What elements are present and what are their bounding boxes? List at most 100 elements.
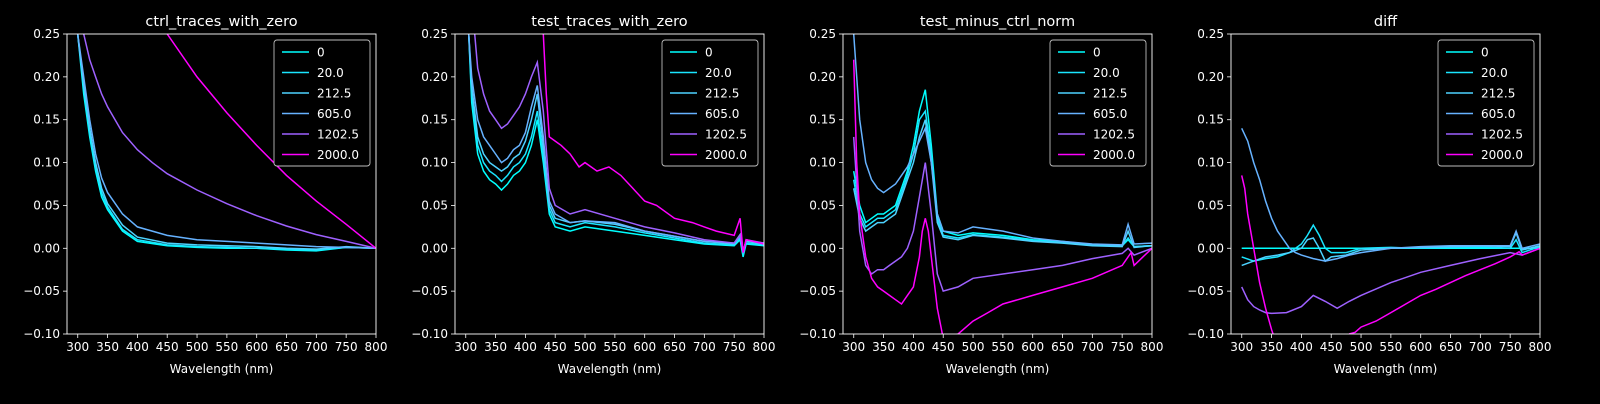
y-tick-label: −0.05 (411, 284, 448, 298)
x-tick-label: 600 (245, 340, 268, 354)
legend-entry-label: 212.5 (1093, 87, 1127, 101)
legend-entry-label: 0 (317, 46, 325, 60)
series-line-1202.5 (1241, 247, 1540, 315)
series-line-1202.5 (852, 136, 1152, 293)
y-tick-label: 0.15 (1197, 113, 1224, 127)
chart-title: diff (1374, 14, 1398, 30)
series-line-1202.5 (82, 34, 376, 250)
legend-entry-label: 2000.0 (317, 148, 359, 162)
x-tick-label: 350 (96, 340, 119, 354)
y-tick-label: 0.10 (1197, 156, 1224, 170)
y-tick-label: −0.05 (1187, 284, 1224, 298)
y-tick-label: 0.20 (809, 70, 836, 84)
series-line-212.5 (1241, 230, 1540, 267)
legend-entry-label: 1202.5 (1481, 128, 1523, 142)
x-tick-label: 500 (962, 340, 985, 354)
legend-entry-label: 2000.0 (1481, 148, 1523, 162)
legend-entry-label: 605.0 (1481, 107, 1515, 121)
y-tick-label: 0.15 (33, 113, 60, 127)
chart-panel-1: 300 350 400 450 500 550 600 650 700 750 800 −0.10 −0… (411, 14, 775, 376)
x-tick-label: 600 (633, 340, 656, 354)
legend-entry-label: 605.0 (317, 107, 351, 121)
y-tick-label: −0.05 (799, 284, 836, 298)
legend-entry-label: 20.0 (317, 66, 344, 80)
x-axis-label: Wavelength (nm) (946, 362, 1050, 376)
x-tick-label: 700 (1469, 340, 1492, 354)
legend: 0 20.0 212.5 605.0 1202.5 2000.0 (661, 39, 759, 167)
series-line-2000.0 (1240, 175, 1540, 334)
y-tick-label: 0.05 (33, 198, 60, 212)
series-line-212.5 (76, 34, 376, 250)
series-line-20.0 (467, 34, 764, 256)
series-line-20.0 (852, 109, 1152, 248)
series-line-2000.0 (166, 34, 376, 249)
axes-frame (66, 33, 377, 335)
y-tick-label: 0.20 (1197, 70, 1224, 84)
x-tick-label: 500 (186, 340, 209, 354)
legend-entry-label: 0 (1481, 46, 1489, 60)
y-tick-label: 0.10 (421, 156, 448, 170)
x-tick-label: 350 (1260, 340, 1283, 354)
x-tick-label: 650 (1439, 340, 1462, 354)
chart-panel-2: 300 350 400 450 500 550 600 650 700 750 800 −0.10 −0… (799, 14, 1163, 376)
legend-entry-label: 605.0 (705, 107, 739, 121)
series-line-2000.0 (852, 59, 1152, 334)
x-axis-label: Wavelength (nm) (170, 362, 274, 376)
x-tick-label: 550 (603, 340, 626, 354)
legend-entry-label: 0 (1093, 46, 1101, 60)
series-line-20.0 (1241, 223, 1540, 262)
x-tick-label: 750 (723, 340, 746, 354)
y-tick-label: 0.25 (421, 27, 448, 41)
legend: 0 20.0 212.5 605.0 1202.5 2000.0 (1437, 39, 1535, 167)
y-tick-label: 0.25 (809, 27, 836, 41)
x-tick-label: 750 (335, 340, 358, 354)
x-tick-label: 500 (1350, 340, 1373, 354)
x-tick-label: 600 (1409, 340, 1432, 354)
y-tick-label: 0.25 (1197, 27, 1224, 41)
legend-entry-label: 0 (705, 46, 713, 60)
x-tick-label: 300 (842, 340, 865, 354)
series-line-605.0 (1241, 127, 1540, 262)
legend-entry-label: 20.0 (1481, 66, 1508, 80)
x-tick-label: 700 (693, 340, 716, 354)
x-tick-label: 800 (753, 340, 776, 354)
legend-entry-label: 1202.5 (705, 128, 747, 142)
legend-entry-label: 212.5 (705, 87, 739, 101)
y-tick-label: 0.25 (33, 27, 60, 41)
x-tick-label: 450 (544, 340, 567, 354)
series-line-1202.5 (473, 34, 764, 253)
x-tick-label: 350 (872, 340, 895, 354)
legend-entry-label: 1202.5 (317, 128, 359, 142)
axes-frame (842, 33, 1153, 335)
y-tick-label: 0.15 (809, 113, 836, 127)
y-tick-label: 0.05 (809, 198, 836, 212)
x-tick-label: 650 (275, 340, 298, 354)
y-tick-label: −0.10 (23, 327, 60, 341)
y-tick-label: −0.10 (411, 327, 448, 341)
y-tick-label: 0.10 (809, 156, 836, 170)
chart-panel-0: 300 350 400 450 500 550 600 650 700 750 800 −0.10 −0… (23, 14, 387, 376)
series-line-0 (467, 34, 764, 258)
y-tick-label: 0.00 (33, 241, 60, 255)
x-tick-label: 600 (1021, 340, 1044, 354)
x-tick-label: 300 (66, 340, 89, 354)
legend-entry-label: 212.5 (317, 87, 351, 101)
x-tick-label: 650 (663, 340, 686, 354)
x-tick-label: 550 (215, 340, 238, 354)
x-tick-label: 700 (305, 340, 328, 354)
legend: 0 20.0 212.5 605.0 1202.5 2000.0 (1049, 39, 1147, 167)
x-axis-label: Wavelength (nm) (1334, 362, 1438, 376)
x-tick-label: 450 (932, 340, 955, 354)
x-tick-label: 400 (1290, 340, 1313, 354)
y-tick-label: −0.10 (799, 327, 836, 341)
chart-panel-3: 300 350 400 450 500 550 600 650 700 750 800 −0.10 −0… (1187, 14, 1551, 376)
legend-entry-label: 605.0 (1093, 107, 1127, 121)
series-line-605.0 (852, 34, 1152, 246)
chart-title: ctrl_traces_with_zero (145, 14, 297, 30)
x-tick-label: 800 (1529, 340, 1552, 354)
series-line-2000.0 (542, 34, 764, 253)
y-tick-label: 0.00 (1197, 241, 1224, 255)
legend: 0 20.0 212.5 605.0 1202.5 2000.0 (273, 39, 371, 167)
x-tick-label: 450 (1320, 340, 1343, 354)
